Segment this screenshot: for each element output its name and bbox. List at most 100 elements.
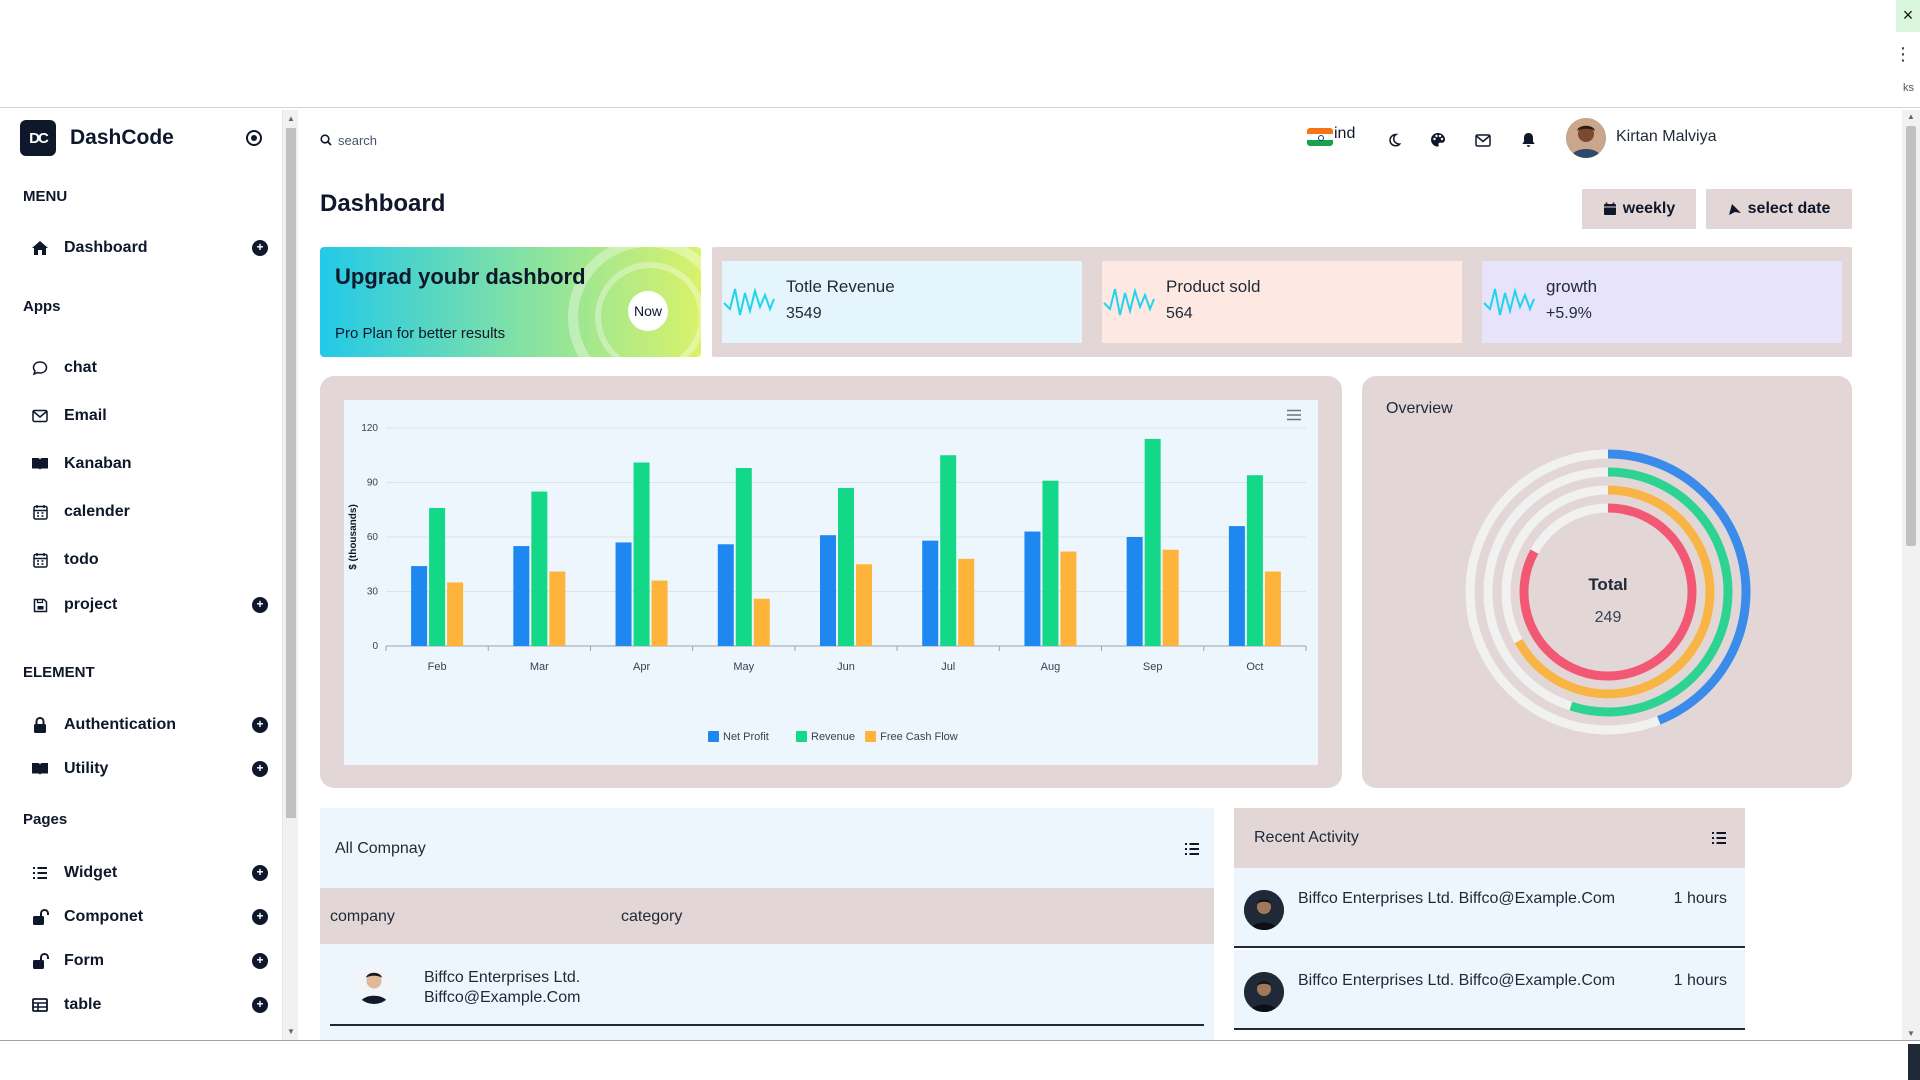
search-icon bbox=[320, 133, 332, 151]
scroll-down-arrow-icon[interactable]: ▼ bbox=[287, 1027, 295, 1036]
bar-free-cash-flow bbox=[1162, 549, 1179, 646]
sidebar-item-authentication[interactable]: Authentication + bbox=[30, 710, 268, 740]
india-flag-icon[interactable] bbox=[1307, 128, 1333, 146]
list-icon[interactable] bbox=[1711, 831, 1727, 850]
search-input[interactable] bbox=[338, 130, 638, 150]
sidebar-toggle-icon[interactable] bbox=[246, 130, 262, 146]
radial-center-label: Total bbox=[1588, 575, 1627, 594]
bar-free-cash-flow bbox=[958, 558, 975, 646]
stat-background bbox=[1482, 261, 1842, 343]
book-icon bbox=[30, 454, 50, 474]
sidebar-item-form[interactable]: Form + bbox=[30, 946, 268, 976]
expand-icon[interactable]: + bbox=[252, 953, 268, 969]
main-scrollbar[interactable]: ▲ ▼ bbox=[1902, 110, 1920, 1040]
sidebar-item-email[interactable]: Email bbox=[30, 401, 250, 431]
sidebar-item-componet[interactable]: Componet + bbox=[30, 902, 268, 932]
sidebar-item-label: Form bbox=[64, 952, 104, 969]
scroll-up-arrow-icon[interactable]: ▲ bbox=[287, 114, 295, 123]
top-bar: ind Kirtan Malviya bbox=[300, 110, 1900, 170]
bar-free-cash-flow bbox=[447, 582, 464, 646]
scroll-down-arrow-icon[interactable]: ▼ bbox=[1907, 1029, 1915, 1038]
user-name[interactable]: Kirtan Malviya bbox=[1616, 128, 1717, 145]
column-header-company[interactable]: company bbox=[330, 908, 395, 925]
sidebar-item-calender[interactable]: calender bbox=[30, 497, 250, 527]
select-date-button[interactable]: select date bbox=[1706, 189, 1852, 229]
list-icon[interactable] bbox=[1184, 842, 1200, 861]
unlock-icon bbox=[30, 907, 50, 927]
bar-net-profit bbox=[1126, 537, 1143, 646]
language-selector[interactable]: ind bbox=[1334, 125, 1356, 142]
expand-icon[interactable]: + bbox=[252, 717, 268, 733]
sidebar-item-kanaban[interactable]: Kanaban bbox=[30, 449, 250, 479]
legend-swatch bbox=[796, 731, 807, 742]
list-icon bbox=[30, 863, 50, 883]
browser-bottom-scroll-thumb bbox=[1908, 1044, 1920, 1080]
sidebar-item-label: table bbox=[64, 996, 102, 1013]
avatar bbox=[1244, 890, 1284, 930]
activity-time: 1 hours bbox=[1673, 972, 1727, 989]
decorative-ring bbox=[595, 262, 701, 357]
more-vertical-icon[interactable]: ⋮ bbox=[1894, 44, 1912, 64]
main-scroll-thumb[interactable] bbox=[1906, 126, 1916, 546]
y-axis-label: $ (thousands) bbox=[348, 504, 359, 570]
expand-icon[interactable]: + bbox=[252, 597, 268, 613]
expand-icon[interactable]: + bbox=[252, 865, 268, 881]
sidebar-item-label: Widget bbox=[64, 864, 118, 881]
activity-row[interactable]: Biffco Enterprises Ltd. Biffco@Example.C… bbox=[1234, 868, 1745, 948]
bar-net-profit bbox=[615, 542, 632, 646]
column-header-category[interactable]: category bbox=[621, 908, 683, 925]
x-tick-label: May bbox=[733, 661, 754, 673]
chart-area: 0 30 60 90 120 $ (thousands) Feb Mar Apr May Jun Ju… bbox=[344, 400, 1318, 765]
avatar[interactable] bbox=[1566, 118, 1606, 158]
upgrade-promo-card[interactable]: Upgrad youbr dashbord Pro Plan for bette… bbox=[320, 247, 701, 357]
corner-text: ks bbox=[1903, 82, 1914, 94]
sidebar-item-chat[interactable]: chat bbox=[30, 353, 250, 383]
bar-net-profit bbox=[717, 544, 734, 646]
bar-revenue bbox=[1144, 438, 1161, 646]
stat-value: 564 bbox=[1166, 305, 1193, 322]
browser-top-bar bbox=[0, 0, 1920, 108]
home-icon bbox=[30, 238, 50, 258]
company-name-text: Biffco Enterprises Ltd. bbox=[424, 969, 581, 986]
close-icon[interactable]: × bbox=[1896, 0, 1920, 32]
decorative-ring bbox=[568, 247, 701, 357]
scroll-up-arrow-icon[interactable]: ▲ bbox=[1907, 112, 1915, 121]
bar-free-cash-flow bbox=[1060, 551, 1077, 646]
expand-icon[interactable]: + bbox=[252, 909, 268, 925]
sidebar-item-widget[interactable]: Widget + bbox=[30, 858, 268, 888]
upgrade-now-button[interactable]: Now bbox=[628, 291, 668, 331]
weekly-button-label: weekly bbox=[1622, 200, 1676, 217]
lock-icon bbox=[30, 715, 50, 735]
company-name: Biffco Enterprises Ltd. Biffco@Example.C… bbox=[424, 968, 580, 1008]
section-title-apps: Apps bbox=[23, 298, 61, 315]
sidebar-item-project[interactable]: project + bbox=[30, 590, 268, 620]
hamburger-menu-icon[interactable] bbox=[1286, 408, 1302, 426]
sidebar-item-utility[interactable]: Utility + bbox=[30, 754, 268, 784]
mail-icon[interactable] bbox=[1473, 130, 1493, 150]
moon-icon[interactable] bbox=[1384, 130, 1404, 150]
bell-icon[interactable] bbox=[1518, 130, 1538, 150]
brand[interactable]: DC DashCode bbox=[20, 120, 174, 156]
activity-row[interactable]: Biffco Enterprises Ltd. Biffco@Example.C… bbox=[1234, 950, 1745, 1030]
y-tick-label: 120 bbox=[361, 423, 378, 434]
bar-free-cash-flow bbox=[651, 580, 668, 646]
expand-icon[interactable]: + bbox=[252, 997, 268, 1013]
bar-free-cash-flow bbox=[856, 564, 872, 646]
sidebar-item-todo[interactable]: todo bbox=[30, 545, 250, 575]
sidebar-scrollbar[interactable]: ▲ ▼ bbox=[282, 110, 298, 1040]
section-title-menu: MENU bbox=[23, 188, 68, 205]
sidebar-item-table[interactable]: table + bbox=[30, 990, 268, 1020]
palette-icon[interactable] bbox=[1428, 130, 1448, 150]
chart-card: 0 30 60 90 120 $ (thousands) Feb Mar Apr May Jun Ju… bbox=[320, 376, 1342, 788]
expand-icon[interactable]: + bbox=[252, 761, 268, 777]
x-tick-label: Jul bbox=[941, 661, 955, 673]
table-row[interactable]: Biffco Enterprises Ltd. Biffco@Example.C… bbox=[330, 944, 1204, 1026]
promo-title: Upgrad youbr dashbord bbox=[335, 264, 586, 289]
bar-net-profit bbox=[922, 540, 939, 646]
expand-icon[interactable]: + bbox=[252, 240, 268, 256]
sidebar-scroll-thumb[interactable] bbox=[286, 128, 296, 818]
bar-revenue bbox=[838, 487, 854, 646]
weekly-button[interactable]: weekly bbox=[1582, 189, 1696, 229]
sidebar-item-dashboard[interactable]: Dashboard + bbox=[30, 233, 268, 263]
bar-free-cash-flow bbox=[549, 571, 566, 646]
